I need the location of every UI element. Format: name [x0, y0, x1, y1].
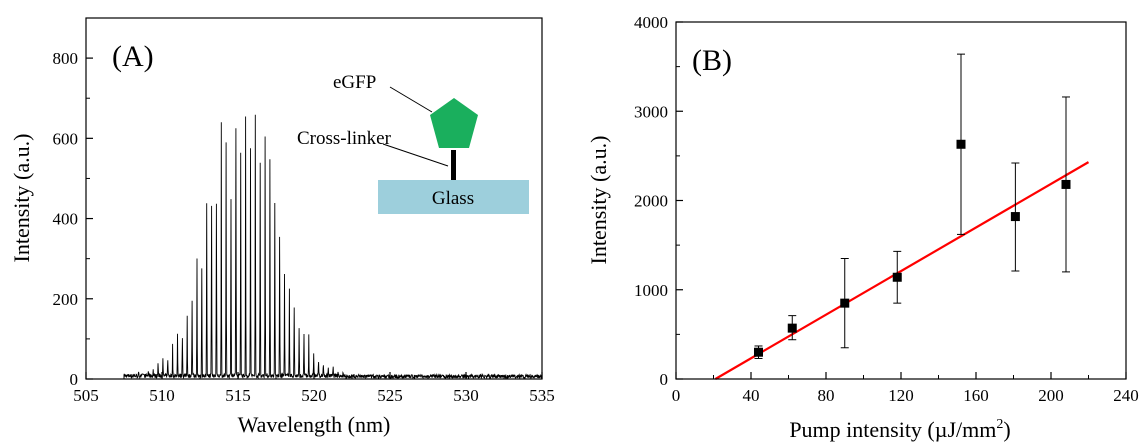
plot-frame-b [675, 21, 1127, 380]
x-tick-label-b: 200 [1038, 386, 1064, 405]
x-axis-label-b: Pump intensity (µJ/mm2) [789, 417, 1010, 442]
data-point [956, 139, 966, 149]
x-tick-label-b: 120 [888, 386, 914, 405]
x-axis-label-a: Wavelength (nm) [238, 412, 391, 437]
x-tick-label-b: 160 [963, 386, 989, 405]
y-tick-label-b: 3000 [634, 102, 668, 121]
glass-substrate [378, 180, 529, 214]
y-tick-label-a: 200 [53, 290, 79, 309]
y-tick-label-a: 600 [53, 129, 79, 148]
y-tick-label-a: 800 [53, 49, 79, 68]
y-tick-label-b: 2000 [634, 192, 668, 211]
data-point [1061, 179, 1071, 189]
error-bars [754, 53, 1070, 359]
x-tick-label-a: 535 [529, 386, 555, 405]
data-point [1010, 212, 1020, 222]
data-point [754, 347, 763, 357]
y-axis-ticks-b: 0 1000 2000 3000 4000 [634, 13, 683, 389]
x-axis-label-b-main: Pump intensity (µJ/mm [789, 417, 996, 442]
panel-label-a: (A) [112, 40, 154, 73]
x-tick-label-a: 510 [149, 386, 175, 405]
y-tick-label-b: 0 [660, 370, 669, 389]
y-axis-label-a: Intensity (a.u.) [9, 134, 34, 263]
x-tick-label-a: 525 [377, 386, 403, 405]
x-tick-label-b: 80 [818, 386, 835, 405]
spectrum-trace [123, 114, 543, 380]
glass-label: Glass [432, 188, 474, 209]
y-tick-label-b: 1000 [634, 281, 668, 300]
linker-pointer-line [382, 143, 449, 167]
egfp-pointer-line [389, 86, 433, 113]
x-tick-label-a: 515 [225, 386, 251, 405]
x-tick-label-a: 530 [453, 386, 479, 405]
egfp-label: eGFP [333, 72, 376, 93]
x-axis-ticks-b: 0 40 80 120 160 200 240 [672, 372, 1139, 405]
y-tick-label-b: 4000 [634, 13, 668, 32]
egfp-pentagon [430, 98, 478, 148]
x-axis-label-b-tail: ) [1003, 417, 1010, 442]
y-tick-label-a: 400 [53, 210, 79, 229]
data-point [892, 272, 902, 282]
data-point [787, 323, 797, 333]
cross-linker-label: Cross-linker [297, 128, 392, 149]
spectrum-line-a [123, 114, 543, 380]
cross-linker-bar [451, 150, 456, 180]
data-points [754, 139, 1071, 357]
x-tick-label-a: 520 [301, 386, 327, 405]
fit-line [714, 161, 1090, 380]
x-tick-label-a: 505 [73, 386, 99, 405]
x-axis-label-b-sup: 2 [996, 417, 1003, 432]
y-tick-label-a: 0 [70, 370, 79, 389]
y-axis-label-b: Intensity (a.u.) [586, 136, 611, 265]
data-point [840, 298, 850, 308]
x-tick-label-b: 0 [672, 386, 681, 405]
inset-schematic: Glass eGFP Cross-linker [297, 72, 529, 214]
panel-label-b: (B) [692, 44, 732, 77]
x-tick-label-b: 40 [743, 386, 760, 405]
plot-frame-a [85, 17, 543, 380]
y-axis-ticks-a: 0 200 400 600 800 [53, 17, 93, 389]
x-tick-label-b: 240 [1113, 386, 1139, 405]
